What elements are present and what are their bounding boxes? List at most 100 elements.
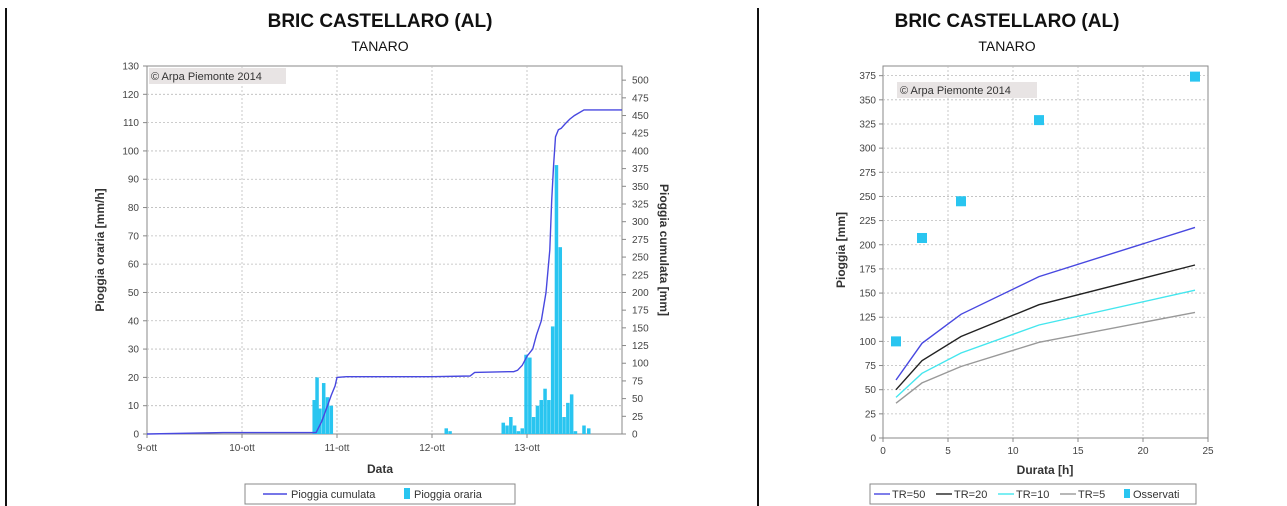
hourly-rain-bar xyxy=(547,400,551,434)
left-divider-line xyxy=(5,8,7,506)
hourly-rain-bar xyxy=(539,400,544,434)
y2-tick-label: 25 xyxy=(632,412,644,423)
hourly-rain-bar xyxy=(531,417,536,434)
legend-label: TR=10 xyxy=(1016,489,1049,501)
y2-tick-label: 250 xyxy=(632,253,649,264)
y2-tick-label: 400 xyxy=(632,146,649,157)
grid-lines xyxy=(883,66,1208,438)
y-tick-label: 325 xyxy=(859,119,876,130)
y-tick-label: 100 xyxy=(122,146,139,157)
curve-tr20 xyxy=(895,264,1196,391)
depth-duration-chart: BRIC CASTELLARO (AL) TANARO 025507510012… xyxy=(834,11,1214,505)
observed-point xyxy=(917,232,927,243)
hourly-rain-bar xyxy=(315,377,319,434)
y-tick-label: 120 xyxy=(122,90,139,101)
observed-points xyxy=(891,71,1200,347)
y2-axis-label: Pioggia cumulata [mm] xyxy=(657,184,671,316)
hourly-rain-bar xyxy=(509,417,513,434)
x-axis-ticks: 0 5 10 15 20 25 xyxy=(880,438,1214,457)
y-tick-label: 40 xyxy=(128,316,140,327)
chart-subtitle: TANARO xyxy=(351,38,408,54)
legend-box xyxy=(869,483,1197,505)
legend-label: Osservati xyxy=(1133,489,1179,501)
y2-tick-label: 175 xyxy=(632,306,649,317)
y-axis-label: Pioggia [mm] xyxy=(834,212,848,288)
hourly-rain-bar xyxy=(444,428,449,434)
curve-tr5 xyxy=(895,311,1196,404)
observed-point xyxy=(1034,115,1044,126)
legend-label-hourly: Pioggia oraria xyxy=(414,489,483,501)
y-tick-label: 375 xyxy=(859,71,876,82)
legend-swatch xyxy=(1124,489,1130,498)
y-tick-label: 350 xyxy=(859,95,876,106)
hourly-rain-bar xyxy=(586,428,591,434)
y2-tick-label: 475 xyxy=(632,93,649,104)
y-tick-label: 75 xyxy=(865,361,877,372)
hourly-rain-bar xyxy=(520,428,525,434)
x-tick-label: 10-ott xyxy=(229,443,255,454)
x-tick-label: 5 xyxy=(945,446,951,457)
x-tick-label: 10 xyxy=(1007,446,1019,457)
y-tick-label: 110 xyxy=(123,118,139,129)
hourly-rain-bar xyxy=(558,247,563,434)
y2-tick-label: 0 xyxy=(632,430,638,441)
chart-title: BRIC CASTELLARO (AL) xyxy=(895,11,1120,32)
y2-tick-label: 150 xyxy=(632,323,649,334)
hourly-rain-bar xyxy=(550,326,555,434)
y-tick-label: 25 xyxy=(865,409,877,420)
x-tick-label: 13-ott xyxy=(514,443,540,454)
watermark-box xyxy=(149,68,286,84)
hourly-rain-bars xyxy=(312,165,591,435)
y2-tick-label: 275 xyxy=(632,235,649,246)
plot-area xyxy=(882,65,1209,439)
y-tick-label: 50 xyxy=(865,385,877,396)
y2-tick-label: 200 xyxy=(632,288,649,299)
hourly-rain-bar xyxy=(573,431,578,434)
y-tick-label: 20 xyxy=(128,373,140,384)
y-tick-label: 200 xyxy=(859,240,876,251)
observed-point xyxy=(1190,71,1200,82)
legend-label: TR=20 xyxy=(954,489,987,501)
x-tick-label: 20 xyxy=(1137,446,1149,457)
legend-label: TR=5 xyxy=(1078,489,1105,501)
hourly-rain-bar xyxy=(554,165,559,435)
hourly-rain-bar xyxy=(543,388,547,434)
curve-tr10 xyxy=(895,289,1196,398)
y-tick-label: 225 xyxy=(859,216,876,227)
y2-tick-label: 125 xyxy=(632,341,649,352)
observed-point xyxy=(891,336,901,347)
x-axis-label: Durata [h] xyxy=(1017,463,1074,477)
legend-label: TR=50 xyxy=(892,489,925,501)
y-tick-label: 250 xyxy=(859,192,876,203)
y-tick-label: 70 xyxy=(128,231,140,242)
hourly-rain-bar xyxy=(566,402,570,434)
legend-label-cumulative: Pioggia cumulata xyxy=(291,489,376,501)
right-axis-ticks: 0 25 50 75 100 125 150 175 200 225 250 275 300 325 350… xyxy=(622,76,649,441)
hourly-rain-bar xyxy=(312,400,316,434)
center-divider-line xyxy=(757,8,759,506)
return-period-curves xyxy=(895,226,1196,404)
hourly-rain-bar xyxy=(524,354,528,434)
y-tick-label: 50 xyxy=(128,288,140,299)
watermark-text: © Arpa Piemonte 2014 xyxy=(151,71,262,83)
plot-area xyxy=(146,65,623,435)
chart-title: BRIC CASTELLARO (AL) xyxy=(268,11,493,32)
chart-subtitle: TANARO xyxy=(978,38,1035,54)
watermark-text: © Arpa Piemonte 2014 xyxy=(900,85,1011,97)
y-axis-label: Pioggia oraria [mm/h] xyxy=(93,188,107,311)
y-tick-label: 0 xyxy=(870,434,876,445)
y2-tick-label: 225 xyxy=(632,270,649,281)
hourly-rain-bar xyxy=(505,425,509,434)
hourly-rain-bar xyxy=(569,394,574,434)
hourly-rain-bar xyxy=(528,357,532,434)
left-axis-ticks: 0 10 20 30 40 50 60 70 80 90 100 110 120 130 xyxy=(122,62,147,441)
x-tick-label: 9-ott xyxy=(137,443,157,454)
y2-tick-label: 75 xyxy=(632,376,644,387)
hourly-rain-chart: BRIC CASTELLARO (AL) TANARO 0 10 20 30 40 50 6… xyxy=(93,11,671,505)
y-tick-label: 0 xyxy=(133,430,139,441)
y2-tick-label: 500 xyxy=(632,76,649,87)
cumulative-rain-line xyxy=(146,109,622,435)
y2-tick-label: 325 xyxy=(632,200,649,211)
y-tick-label: 60 xyxy=(128,260,140,271)
y-tick-label: 150 xyxy=(859,289,876,300)
